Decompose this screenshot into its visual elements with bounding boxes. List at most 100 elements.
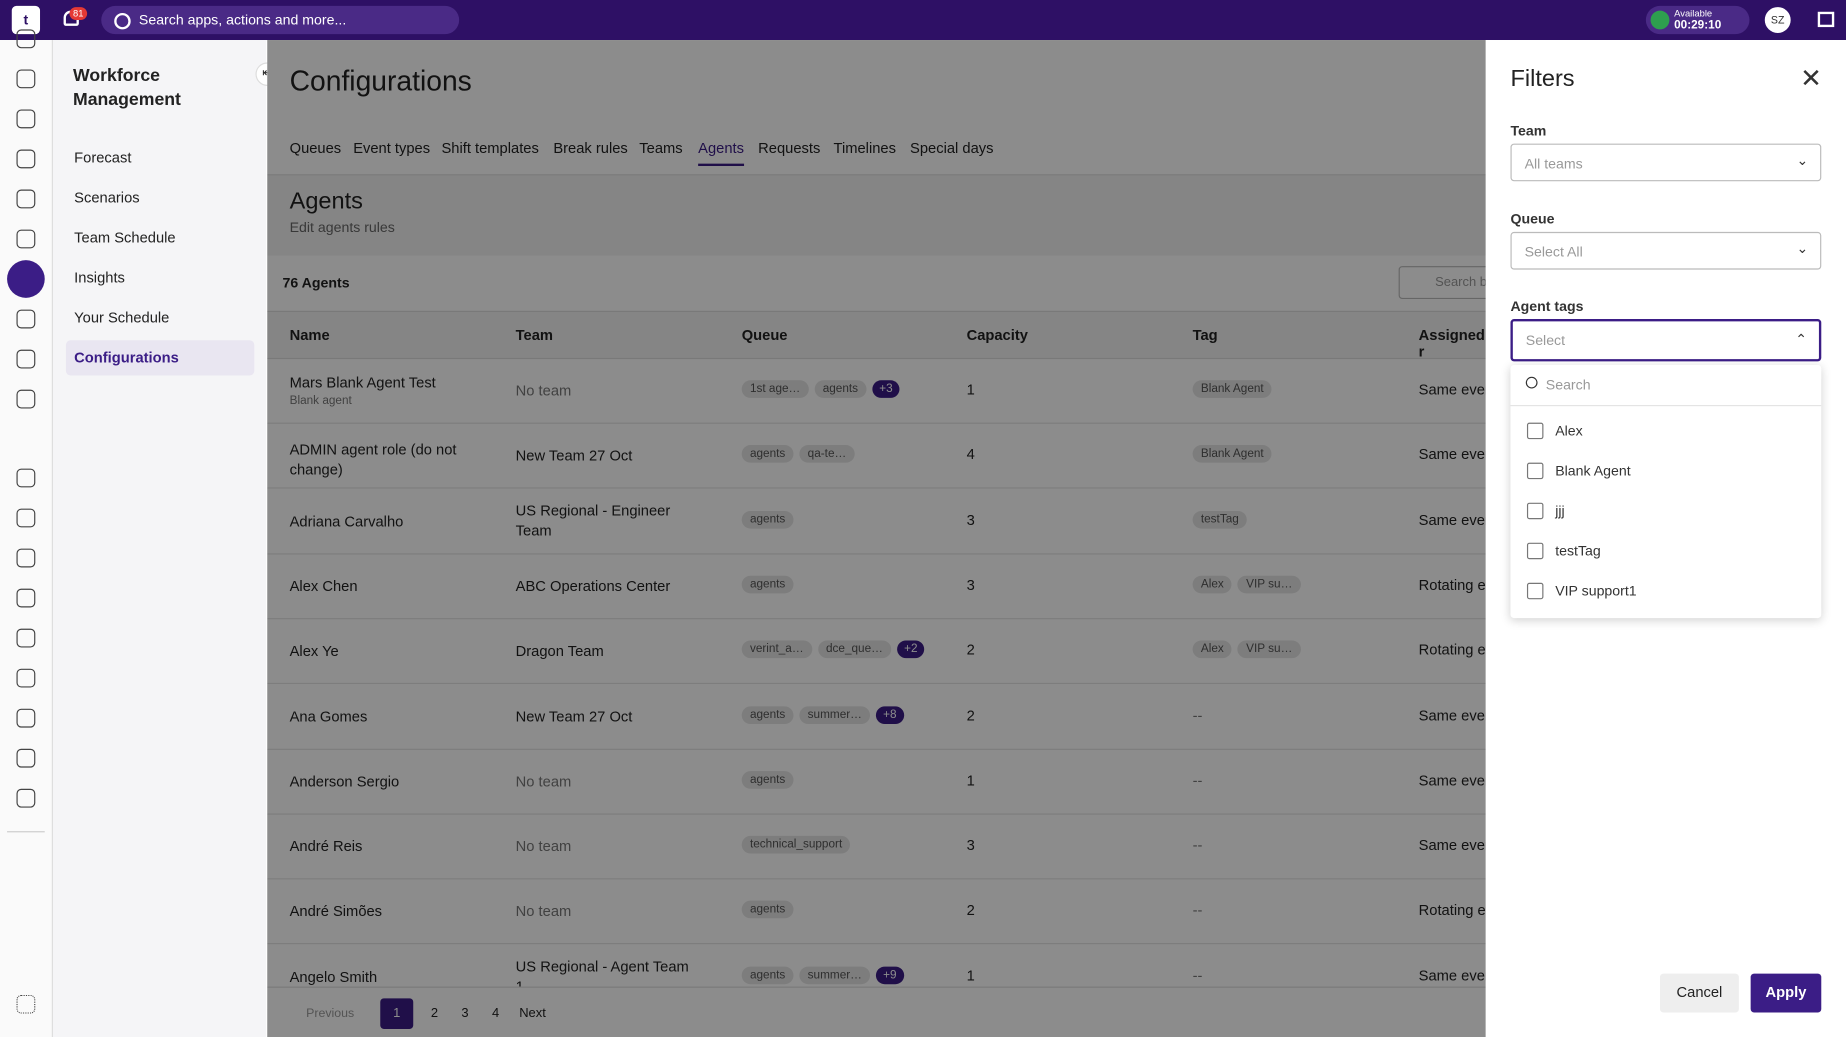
tag-chips: testTag (1192, 509, 1253, 529)
agent-name: Mars Blank Agent Test (289, 374, 436, 391)
close-button[interactable]: ✕ (1800, 63, 1822, 94)
agent-team: No team (515, 838, 572, 855)
dropdown-search[interactable]: Search (1510, 365, 1822, 407)
nav-item[interactable]: Insights (74, 269, 125, 287)
agent-team: No team (515, 903, 572, 920)
table-search[interactable]: Search by (1398, 266, 1486, 300)
table-row[interactable]: André Reis No team technical_support 3 -- Sam… (267, 814, 1486, 880)
nav-icon[interactable] (16, 229, 36, 249)
column-header[interactable]: Capacity (966, 327, 1028, 344)
nav-icon[interactable] (16, 69, 36, 89)
nav-item[interactable]: Scenarios (74, 189, 140, 207)
tag-option[interactable]: VIP support1 (1526, 582, 1637, 600)
nav-item[interactable]: Team Schedule (74, 229, 176, 247)
column-header[interactable]: Team (515, 327, 554, 344)
previous-button[interactable]: Previous (306, 1006, 355, 1021)
apply-button[interactable]: Apply (1750, 973, 1822, 1013)
tag-option[interactable]: Blank Agent (1526, 462, 1631, 479)
nav-item[interactable]: Configurations (65, 340, 255, 376)
queue-more[interactable]: +3 (872, 380, 900, 398)
queue-chips: agents (741, 770, 800, 789)
column-header[interactable]: Queue (741, 327, 788, 344)
tag-option[interactable]: testTag (1526, 542, 1601, 560)
status-label: Available (1674, 8, 1713, 19)
tab[interactable]: Agents (698, 140, 744, 166)
nav-icon[interactable] (16, 29, 36, 49)
tab[interactable]: Requests (758, 140, 821, 157)
tab[interactable]: Break rules (553, 140, 628, 157)
queue-more[interactable]: +9 (876, 966, 904, 984)
nav-icon[interactable] (16, 189, 36, 209)
capacity: 4 (966, 446, 975, 464)
queue-chip: agents (741, 575, 794, 594)
cancel-button[interactable]: Cancel (1659, 973, 1739, 1013)
nav-item[interactable]: Forecast (74, 149, 132, 166)
table-row[interactable]: ADMIN agent role (do not change) New Team… (267, 423, 1486, 489)
tag-option[interactable]: Alex (1526, 421, 1583, 439)
nav-icon[interactable] (16, 708, 36, 728)
apps-icon[interactable] (16, 994, 36, 1014)
nav-icon[interactable] (16, 788, 36, 808)
avatar[interactable]: SZ (1764, 7, 1791, 33)
nav-icon[interactable] (16, 109, 36, 129)
checkbox[interactable] (1526, 542, 1544, 560)
queue-chip: 1st age… (741, 380, 809, 398)
nav-item[interactable]: Your Schedule (74, 309, 170, 327)
queue-more[interactable]: +8 (876, 705, 904, 724)
overlay[interactable] (267, 40, 1486, 1037)
tag-option[interactable]: jjj (1526, 502, 1565, 519)
table-row[interactable]: Ana Gomes New Team 27 Oct agents summer… +8 2… (267, 683, 1486, 750)
page-button[interactable]: 3 (461, 1006, 469, 1021)
checkbox[interactable] (1526, 502, 1544, 519)
table-row[interactable]: Anderson Sergio No team agents 1 -- Same ever… (267, 749, 1486, 815)
tab[interactable]: Teams (639, 140, 683, 157)
page-button[interactable]: 1 (380, 998, 414, 1029)
tab[interactable]: Queues (289, 140, 342, 157)
queue-chip: dce_que… (817, 640, 892, 659)
status-button[interactable]: Available 00:29:10 (1645, 5, 1750, 35)
queue-more[interactable]: +2 (897, 640, 925, 659)
checkbox[interactable] (1526, 462, 1544, 479)
nav-icon[interactable] (16, 309, 36, 329)
table-row[interactable]: Adriana Carvalho US Regional - Engineer T… (267, 488, 1486, 555)
nav-icon[interactable] (16, 468, 36, 488)
checkbox[interactable] (1526, 582, 1544, 600)
capacity: 1 (966, 967, 975, 984)
tab[interactable]: Shift templates (441, 140, 539, 157)
table-row[interactable]: Alex Ye Dragon Team verint_a… dce_que… +2 2 Al… (267, 618, 1486, 685)
queue-select[interactable]: Select All ⌄ (1510, 231, 1822, 270)
page-button[interactable]: 2 (430, 1006, 439, 1021)
next-button[interactable]: Next (519, 1006, 546, 1021)
nav-icon-active[interactable] (7, 260, 45, 298)
search-bar[interactable]: Search apps, actions and more... (101, 5, 460, 35)
table-row[interactable]: Mars Blank Agent Test Blank agent No team 1… (267, 358, 1486, 424)
team-select[interactable]: All teams ⌄ (1510, 143, 1822, 182)
tab[interactable]: Event types (353, 140, 431, 157)
tab[interactable]: Special days (910, 140, 994, 157)
nav-icon[interactable] (16, 548, 36, 568)
nav-icon[interactable] (16, 508, 36, 528)
table-row[interactable]: Alex Chen ABC Operations Center agents 3 Ale… (267, 553, 1486, 620)
nav-icon[interactable] (16, 149, 36, 169)
tags-select[interactable]: Select ⌃ (1510, 319, 1822, 362)
queue-chip: agents (814, 380, 867, 398)
nav-icon[interactable] (16, 628, 36, 648)
nav-icon[interactable] (16, 748, 36, 768)
nav-icon[interactable] (16, 389, 36, 409)
column-header[interactable]: Tag (1192, 327, 1218, 344)
panel-icon[interactable] (1817, 11, 1835, 28)
queue-chips: verint_a… dce_que… +2 (741, 639, 925, 659)
tab[interactable]: Timelines (833, 140, 896, 157)
nav-icon[interactable] (16, 349, 36, 369)
page-button[interactable]: 4 (492, 1006, 500, 1021)
agent-name: Alex Ye (289, 643, 339, 660)
checkbox[interactable] (1526, 422, 1544, 439)
table-header: Name Team Queue Capacity Tag Assigned r (267, 310, 1486, 361)
nav-icon[interactable] (16, 588, 36, 608)
table-row[interactable]: André Simões No team agents 2 -- Rotating ev (267, 879, 1486, 945)
column-header[interactable]: Name (289, 327, 330, 344)
column-header[interactable]: Assigned r (1418, 327, 1485, 361)
capacity: 2 (966, 641, 975, 659)
agent-team: US Regional - Agent Team 1 (515, 957, 689, 994)
nav-icon[interactable] (16, 668, 36, 688)
